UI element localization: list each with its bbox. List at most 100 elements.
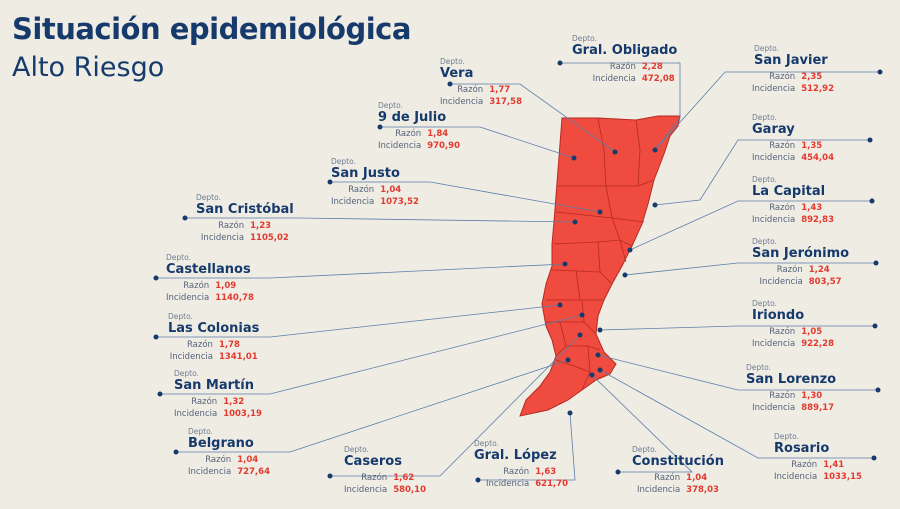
dot-castellanos-label xyxy=(153,275,159,281)
callout-castellanos: Depto. Castellanos Razón 1,09 Incidencia… xyxy=(166,254,254,304)
callout-san-martin: Depto. San Martín Razón 1,32 Incidencia … xyxy=(174,370,262,420)
dot-san-jeronimo-map xyxy=(622,272,628,278)
dot-iriondo-label xyxy=(872,323,878,329)
incidencia-label: Incidencia xyxy=(174,409,218,419)
incidencia-label: Incidencia xyxy=(200,233,245,243)
department-name: Garay xyxy=(752,122,795,137)
incidencia-label: Incidencia xyxy=(169,352,213,362)
dot-vera-label xyxy=(447,81,453,87)
callout-dots xyxy=(153,60,883,483)
razon-value: 1,63 xyxy=(535,467,557,477)
incidencia-label: Incidencia xyxy=(774,472,818,482)
razon-label: Razón xyxy=(769,391,796,401)
razon-label: Razón xyxy=(218,221,245,231)
razon-label: Razón xyxy=(395,129,422,139)
callout-depto-label: Depto. xyxy=(752,175,777,184)
incidencia-value: 1033,15 xyxy=(823,472,862,482)
razon-value: 1,84 xyxy=(427,129,449,139)
department-name: Constitución xyxy=(632,454,724,469)
dot-9-de-julio-map xyxy=(571,155,577,161)
department-name: San Martín xyxy=(174,378,254,393)
callout-vera: Depto. Vera Razón 1,77 Incidencia 317,58 xyxy=(440,58,522,108)
dot-san-lorenzo-map xyxy=(595,352,601,358)
callout-depto-label: Depto. xyxy=(754,44,779,53)
incidencia-label: Incidencia xyxy=(752,84,796,94)
department-name: Gral. López xyxy=(474,448,557,463)
callout-depto-label: Depto. xyxy=(752,299,777,308)
callout-san-lorenzo: Depto. San Lorenzo Razón 1,30 Incidencia… xyxy=(746,364,836,414)
callout-gral-lopez: Depto. Gral. López Razón 1,63 Incidencia… xyxy=(474,440,568,490)
incidencia-value: 378,03 xyxy=(686,485,719,495)
callout-caseros: Depto. Caseros Razón 1,62 Incidencia 580… xyxy=(344,446,426,496)
department-name: Iriondo xyxy=(752,308,805,323)
dot-san-justo-label xyxy=(327,179,333,185)
incidencia-value: 621,70 xyxy=(535,479,568,489)
incidencia-label: Incidencia xyxy=(752,215,796,225)
incidencia-value: 803,57 xyxy=(808,277,842,287)
department-name: La Capital xyxy=(752,184,826,199)
dot-gral-lopez-map xyxy=(567,410,573,416)
incidencia-label: Incidencia xyxy=(592,74,636,84)
incidencia-value: 970,90 xyxy=(427,141,460,151)
razon-value: 1,77 xyxy=(489,85,511,95)
razon-value: 1,05 xyxy=(801,327,823,337)
callout-las-colonias: Depto. Las Colonias Razón 1,78 Incidenci… xyxy=(168,313,259,363)
incidencia-label: Incidencia xyxy=(486,479,530,489)
incidencia-label: Incidencia xyxy=(752,403,796,413)
incidencia-value: 317,58 xyxy=(489,97,522,107)
dot-san-cristobal-label xyxy=(182,215,188,221)
razon-label: Razón xyxy=(503,467,530,477)
callout-9-de-julio: Depto. 9 de Julio Razón 1,84 Incidencia … xyxy=(378,102,460,152)
incidencia-value: 1073,52 xyxy=(380,197,419,207)
incidencia-label: Incidencia xyxy=(759,277,803,287)
callout-depto-label: Depto. xyxy=(774,432,799,441)
callout-rosario: Depto. Rosario Razón 1,41 Incidencia 103… xyxy=(774,433,862,483)
callout-belgrano: Depto. Belgrano Razón 1,04 Incidencia 72… xyxy=(188,428,270,478)
callout-garay: Depto. Garay Razón 1,35 Incidencia 454,0… xyxy=(752,114,834,164)
dot-san-lorenzo-label xyxy=(875,387,881,393)
incidencia-label: Incidencia xyxy=(440,97,484,107)
dot-san-javier-label xyxy=(877,69,883,75)
dot-gral-obligado-map xyxy=(652,147,658,153)
dot-caseros-label xyxy=(327,473,333,479)
callout-depto-label: Depto. xyxy=(344,445,369,454)
incidencia-label: Incidencia xyxy=(166,293,210,303)
incidencia-value: 1341,01 xyxy=(218,352,258,362)
razon-value: 1,62 xyxy=(393,473,415,483)
department-name: San Justo xyxy=(331,166,400,181)
incidencia-value: 727,64 xyxy=(237,467,270,477)
callout-depto-label: Depto. xyxy=(166,253,191,262)
callout-depto-label: Depto. xyxy=(746,363,771,372)
razon-label: Razón xyxy=(183,281,210,291)
callout-iriondo: Depto. Iriondo Razón 1,05 Incidencia 922… xyxy=(752,300,834,350)
dot-san-martin-map xyxy=(579,312,585,318)
callout-san-cristobal: Depto. San Cristóbal Razón 1,23 Incidenc… xyxy=(196,194,294,244)
razon-label: Razón xyxy=(769,141,796,151)
department-name: Vera xyxy=(440,66,474,81)
dot-iriondo-map xyxy=(597,327,603,333)
department-name: 9 de Julio xyxy=(378,110,447,125)
callout-la-capital: Depto. La Capital Razón 1,43 Incidencia … xyxy=(752,176,834,226)
incidencia-value: 892,83 xyxy=(801,215,834,225)
razon-value: 1,04 xyxy=(237,455,259,465)
department-name: Rosario xyxy=(774,441,830,456)
razon-value: 1,35 xyxy=(801,141,823,151)
callout-depto-label: Depto. xyxy=(474,439,499,448)
dot-garay-map xyxy=(652,202,658,208)
department-name: Belgrano xyxy=(188,436,254,451)
callout-gral-obligado: Depto. Gral. Obligado Razón 2,28 Inciden… xyxy=(572,35,677,85)
dot-garay-label xyxy=(867,137,873,143)
incidencia-value: 472,08 xyxy=(641,74,675,84)
dot-las-colonias-label xyxy=(153,334,159,340)
callout-depto-label: Depto. xyxy=(174,369,199,378)
dot-las-colonias-map xyxy=(557,302,563,308)
incidencia-value: 454,04 xyxy=(801,153,834,163)
incidencia-value: 889,17 xyxy=(801,403,835,413)
razon-label: Razón xyxy=(769,72,796,82)
incidencia-label: Incidencia xyxy=(636,485,681,495)
dot-la-capital-label xyxy=(869,198,875,204)
incidencia-value: 1105,02 xyxy=(250,233,289,243)
callout-depto-label: Depto. xyxy=(188,427,213,436)
